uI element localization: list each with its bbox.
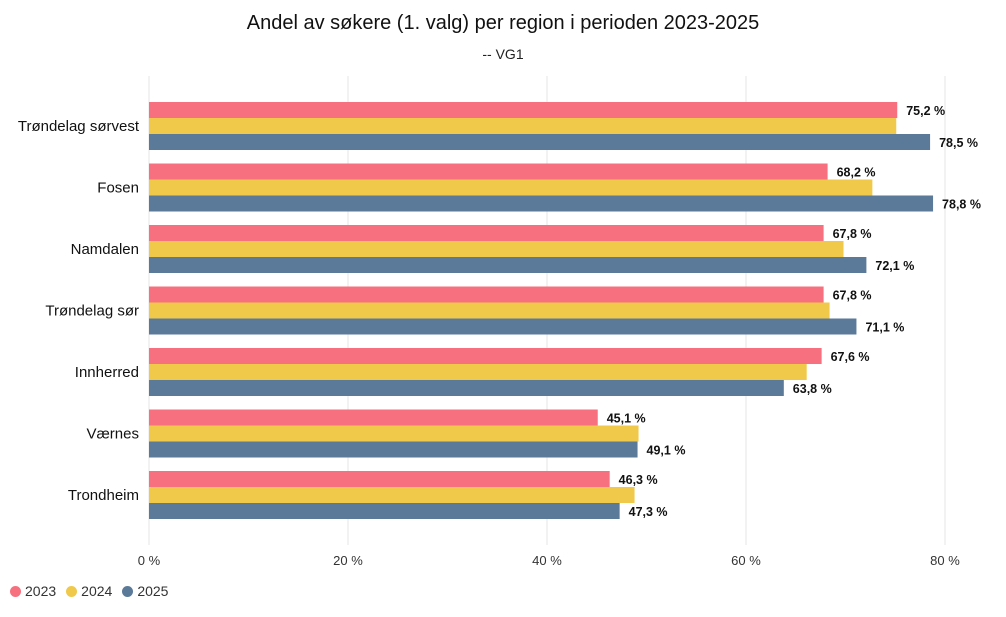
data-label-2025: 49,1 % — [647, 444, 686, 458]
x-tick-label: 40 % — [532, 553, 562, 568]
bar-2025 — [149, 257, 867, 273]
bar-2024 — [149, 179, 873, 196]
bar-2025 — [149, 380, 784, 396]
legend-item-2024[interactable]: 2024 — [66, 583, 112, 599]
legend-marker-2025 — [122, 585, 134, 597]
bar-2023 — [149, 163, 828, 180]
bar-2024 — [149, 364, 807, 380]
bar-2024 — [149, 487, 635, 503]
bar-2024 — [149, 302, 830, 319]
legend-label-2025: 2025 — [137, 583, 169, 599]
category-label: Trondheim — [68, 487, 139, 504]
category-label: Værnes — [86, 426, 139, 443]
bar-2023 — [149, 471, 610, 487]
data-label-2025: 71,1 % — [865, 321, 904, 335]
data-label-2023: 67,8 % — [833, 227, 872, 241]
bar-2023 — [149, 409, 598, 426]
data-label-2023: 67,8 % — [833, 289, 872, 303]
category-label: Trøndelag sørvest — [18, 118, 140, 135]
data-label-2023: 75,2 % — [906, 104, 945, 118]
legend: 2023 2024 2025 — [10, 583, 168, 599]
data-label-2023: 67,6 % — [831, 350, 870, 364]
category-label: Innherred — [75, 364, 139, 381]
bar-2023 — [149, 225, 824, 241]
bar-2025 — [149, 503, 620, 519]
bar-2025 — [149, 134, 931, 150]
data-label-2023: 68,2 % — [837, 166, 876, 180]
bar-2024 — [149, 118, 897, 134]
legend-item-2025[interactable]: 2025 — [122, 583, 168, 599]
data-label-2025: 63,8 % — [793, 382, 832, 396]
bar-2025 — [149, 441, 638, 458]
bar-2025 — [149, 318, 857, 335]
legend-item-2023[interactable]: 2023 — [10, 583, 56, 599]
x-tick-label: 20 % — [333, 553, 363, 568]
category-label: Trøndelag sør — [45, 303, 139, 320]
bar-2024 — [149, 425, 639, 442]
bar-2024 — [149, 241, 844, 257]
legend-marker-2023 — [10, 585, 21, 597]
chart-title: Andel av søkere (1. valg) per region i p… — [246, 12, 760, 34]
bar-2025 — [149, 195, 934, 212]
data-label-2025: 78,8 % — [942, 198, 981, 212]
category-label: Namdalen — [71, 241, 139, 258]
data-label-2023: 45,1 % — [607, 412, 646, 426]
x-tick-label: 80 % — [930, 553, 960, 568]
legend-label-2023: 2023 — [25, 583, 57, 599]
bar-2023 — [149, 102, 898, 118]
x-tick-label: 60 % — [731, 553, 761, 568]
bar-2023 — [149, 348, 822, 364]
data-label-2025: 47,3 % — [629, 505, 668, 519]
chart-subtitle: -- VG1 — [482, 46, 524, 62]
data-label-2025: 78,5 % — [939, 136, 978, 150]
data-label-2025: 72,1 % — [875, 259, 914, 273]
legend-label-2024: 2024 — [81, 583, 113, 599]
bar-2023 — [149, 286, 824, 303]
data-label-2023: 46,3 % — [619, 473, 658, 487]
category-label: Fosen — [97, 180, 139, 197]
x-tick-label: 0 % — [138, 553, 161, 568]
legend-marker-2024 — [66, 585, 78, 597]
